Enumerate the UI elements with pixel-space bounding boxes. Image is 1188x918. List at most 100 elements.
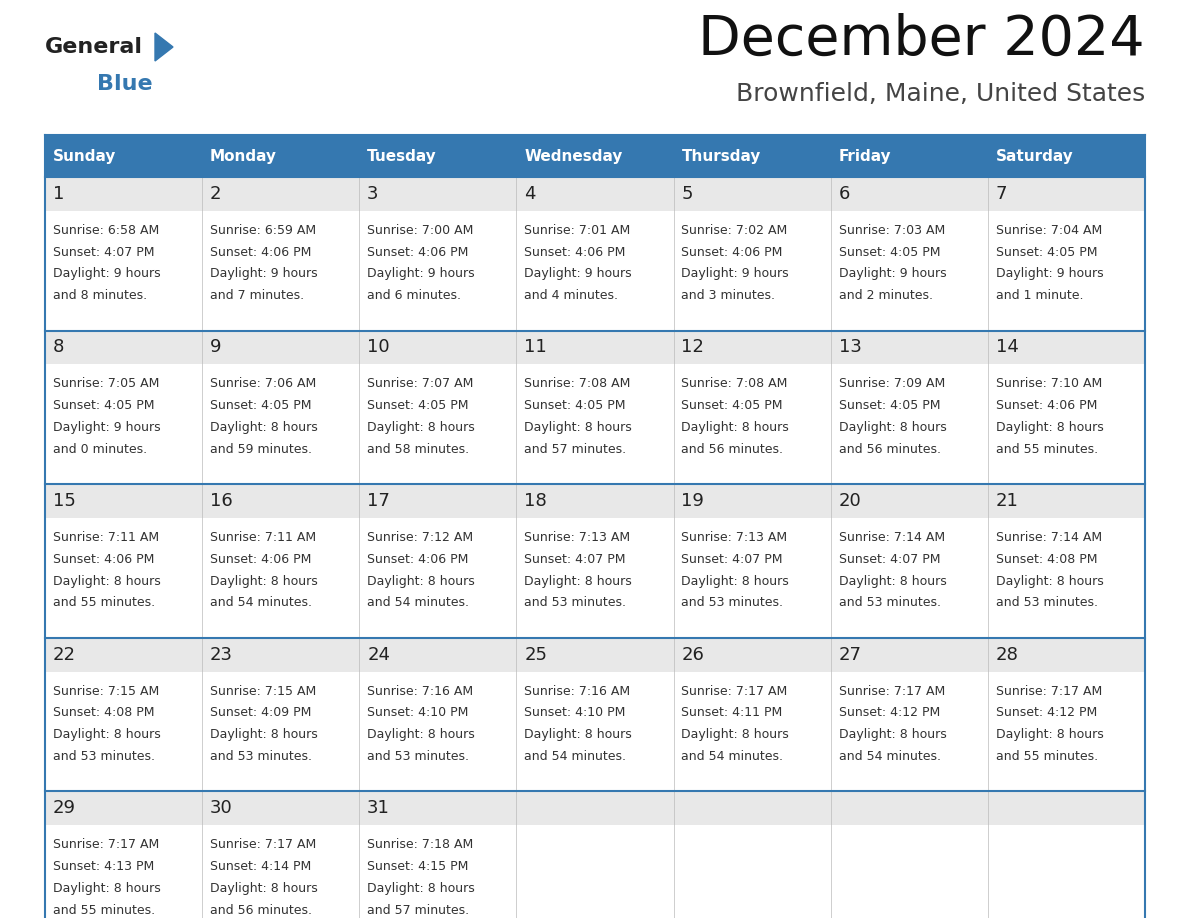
- Text: Sunset: 4:06 PM: Sunset: 4:06 PM: [524, 246, 626, 259]
- Bar: [674, 211, 830, 330]
- Text: 24: 24: [367, 645, 390, 664]
- Bar: [830, 211, 988, 330]
- Bar: [830, 791, 988, 825]
- Bar: [988, 825, 1145, 918]
- Text: 15: 15: [52, 492, 76, 510]
- Text: Sunset: 4:10 PM: Sunset: 4:10 PM: [367, 707, 468, 720]
- Text: Blue: Blue: [97, 74, 152, 94]
- Text: Daylight: 8 hours: Daylight: 8 hours: [524, 575, 632, 588]
- Text: Sunrise: 7:00 AM: Sunrise: 7:00 AM: [367, 224, 474, 237]
- Text: Daylight: 8 hours: Daylight: 8 hours: [996, 728, 1104, 741]
- Bar: [202, 791, 359, 825]
- Text: Daylight: 9 hours: Daylight: 9 hours: [52, 421, 160, 434]
- Text: and 58 minutes.: and 58 minutes.: [367, 442, 469, 456]
- Text: Sunset: 4:08 PM: Sunset: 4:08 PM: [52, 707, 154, 720]
- Bar: [988, 518, 1145, 638]
- Bar: [988, 135, 1145, 177]
- Bar: [517, 672, 674, 791]
- Text: 5: 5: [682, 185, 693, 203]
- Bar: [202, 177, 359, 211]
- Bar: [674, 330, 830, 364]
- Text: Sunrise: 7:05 AM: Sunrise: 7:05 AM: [52, 377, 159, 390]
- Bar: [202, 518, 359, 638]
- Text: 29: 29: [52, 800, 76, 817]
- Text: Daylight: 8 hours: Daylight: 8 hours: [52, 882, 160, 895]
- Bar: [45, 177, 202, 211]
- Bar: [988, 791, 1145, 825]
- Text: Sunrise: 7:10 AM: Sunrise: 7:10 AM: [996, 377, 1102, 390]
- Text: 21: 21: [996, 492, 1018, 510]
- Bar: [45, 638, 202, 672]
- Text: 18: 18: [524, 492, 546, 510]
- Text: Sunset: 4:07 PM: Sunset: 4:07 PM: [839, 553, 940, 565]
- Bar: [359, 484, 517, 518]
- Bar: [359, 825, 517, 918]
- Bar: [202, 135, 359, 177]
- Text: 1: 1: [52, 185, 64, 203]
- Bar: [45, 825, 202, 918]
- Bar: [202, 330, 359, 364]
- Bar: [830, 135, 988, 177]
- Text: and 55 minutes.: and 55 minutes.: [996, 442, 1098, 456]
- Text: and 1 minute.: and 1 minute.: [996, 289, 1083, 302]
- Text: Sunset: 4:06 PM: Sunset: 4:06 PM: [682, 246, 783, 259]
- Bar: [674, 135, 830, 177]
- Bar: [830, 364, 988, 484]
- Text: 9: 9: [210, 339, 221, 356]
- Bar: [45, 484, 202, 518]
- Text: December 2024: December 2024: [699, 13, 1145, 67]
- Text: and 59 minutes.: and 59 minutes.: [210, 442, 312, 456]
- Bar: [988, 330, 1145, 364]
- Bar: [359, 518, 517, 638]
- Text: Sunrise: 7:16 AM: Sunrise: 7:16 AM: [367, 685, 473, 698]
- Text: and 55 minutes.: and 55 minutes.: [52, 903, 154, 916]
- Text: Daylight: 8 hours: Daylight: 8 hours: [996, 421, 1104, 434]
- Bar: [359, 177, 517, 211]
- Text: Daylight: 8 hours: Daylight: 8 hours: [210, 728, 317, 741]
- Text: Sunrise: 7:01 AM: Sunrise: 7:01 AM: [524, 224, 631, 237]
- Text: 8: 8: [52, 339, 64, 356]
- Bar: [517, 484, 674, 518]
- Text: Daylight: 9 hours: Daylight: 9 hours: [210, 267, 317, 280]
- Text: 11: 11: [524, 339, 546, 356]
- Text: Sunset: 4:06 PM: Sunset: 4:06 PM: [210, 246, 311, 259]
- Text: Sunset: 4:10 PM: Sunset: 4:10 PM: [524, 707, 626, 720]
- Text: Daylight: 8 hours: Daylight: 8 hours: [367, 421, 475, 434]
- Text: 2: 2: [210, 185, 221, 203]
- Bar: [45, 364, 202, 484]
- Bar: [202, 825, 359, 918]
- Text: Daylight: 8 hours: Daylight: 8 hours: [682, 421, 789, 434]
- Text: Sunset: 4:15 PM: Sunset: 4:15 PM: [367, 860, 468, 873]
- Bar: [45, 211, 202, 330]
- Text: Sunset: 4:05 PM: Sunset: 4:05 PM: [524, 399, 626, 412]
- Text: Sunrise: 7:17 AM: Sunrise: 7:17 AM: [52, 838, 159, 851]
- Text: Sunrise: 7:09 AM: Sunrise: 7:09 AM: [839, 377, 944, 390]
- Text: Sunset: 4:07 PM: Sunset: 4:07 PM: [524, 553, 626, 565]
- Text: Sunset: 4:05 PM: Sunset: 4:05 PM: [996, 246, 1098, 259]
- Bar: [202, 484, 359, 518]
- Text: General: General: [45, 37, 143, 57]
- Text: and 54 minutes.: and 54 minutes.: [524, 750, 626, 763]
- Bar: [517, 330, 674, 364]
- Text: Daylight: 8 hours: Daylight: 8 hours: [682, 728, 789, 741]
- Text: Sunset: 4:05 PM: Sunset: 4:05 PM: [52, 399, 154, 412]
- Text: and 53 minutes.: and 53 minutes.: [367, 750, 469, 763]
- Text: and 56 minutes.: and 56 minutes.: [839, 442, 941, 456]
- Text: 30: 30: [210, 800, 233, 817]
- Text: Sunrise: 7:06 AM: Sunrise: 7:06 AM: [210, 377, 316, 390]
- Bar: [988, 364, 1145, 484]
- Bar: [45, 330, 202, 364]
- Text: Sunrise: 6:58 AM: Sunrise: 6:58 AM: [52, 224, 159, 237]
- Text: and 6 minutes.: and 6 minutes.: [367, 289, 461, 302]
- Text: Sunrise: 6:59 AM: Sunrise: 6:59 AM: [210, 224, 316, 237]
- Bar: [517, 518, 674, 638]
- Text: Tuesday: Tuesday: [367, 149, 437, 163]
- Bar: [674, 791, 830, 825]
- Text: Daylight: 9 hours: Daylight: 9 hours: [839, 267, 946, 280]
- Bar: [517, 211, 674, 330]
- Text: Sunrise: 7:04 AM: Sunrise: 7:04 AM: [996, 224, 1102, 237]
- Text: Sunrise: 7:13 AM: Sunrise: 7:13 AM: [524, 531, 631, 544]
- Text: 31: 31: [367, 800, 390, 817]
- Bar: [674, 518, 830, 638]
- Bar: [988, 672, 1145, 791]
